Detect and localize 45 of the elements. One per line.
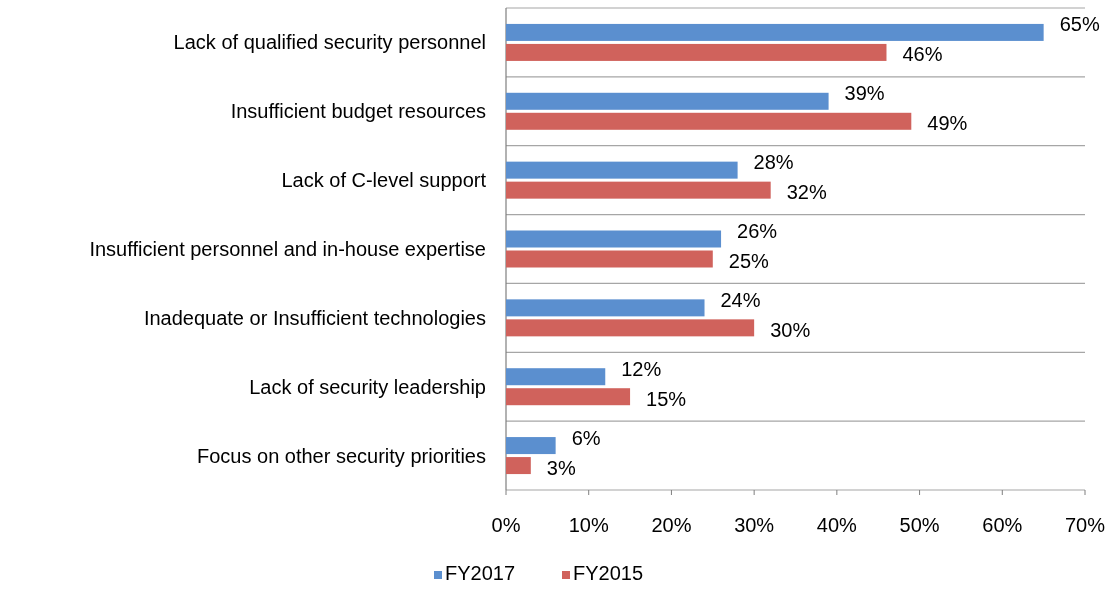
y-tick-label: Focus on other security priorities	[196, 444, 486, 467]
bar	[506, 112, 912, 130]
data-label: 30%	[770, 318, 811, 341]
x-tick-label: 70%	[1064, 514, 1106, 536]
data-label: 28%	[753, 151, 794, 174]
x-tick-label: 60%	[982, 514, 1023, 536]
y-tick-label: Insufficient personnel and in-house expertise	[89, 238, 486, 260]
x-tick-label: 30%	[734, 514, 775, 536]
data-label: 65%	[1059, 13, 1100, 36]
data-label: 39%	[844, 82, 885, 105]
bar	[506, 388, 631, 406]
bar	[506, 230, 722, 248]
bar	[506, 437, 556, 455]
data-label: 24%	[720, 288, 761, 311]
data-label: 12%	[621, 357, 662, 380]
bar	[506, 299, 705, 317]
data-label: 49%	[927, 112, 968, 135]
legend-label: FY2015	[573, 562, 644, 584]
x-tick-label: 10%	[568, 514, 609, 536]
data-label: 25%	[728, 250, 770, 272]
bar	[506, 250, 713, 268]
x-tick-label: 0%	[491, 514, 521, 536]
data-label: 46%	[902, 43, 943, 66]
y-tick-label: Lack of security leadership	[249, 375, 486, 398]
bar	[506, 319, 755, 337]
data-label: 32%	[786, 181, 827, 204]
data-label: 26%	[737, 220, 778, 242]
bar	[506, 368, 606, 386]
bar	[506, 181, 771, 199]
data-label: 3%	[546, 456, 576, 479]
bar	[506, 92, 829, 110]
y-tick-label: Lack of qualified security personnel	[173, 31, 486, 54]
bar	[506, 161, 738, 179]
legend-label: FY2017	[445, 562, 516, 584]
data-label: 6%	[571, 426, 601, 449]
data-label: 15%	[646, 387, 687, 410]
x-tick-label: 40%	[816, 514, 858, 536]
x-tick-label: 20%	[651, 514, 692, 536]
bar	[506, 23, 1044, 41]
y-tick-label: Inadequate or Insufficient technologies	[143, 306, 486, 329]
bar	[506, 43, 887, 61]
bar	[506, 457, 531, 475]
y-tick-label: Lack of C-level support	[281, 169, 487, 192]
y-tick-label: Insufficient budget resources	[230, 100, 486, 123]
x-tick-label: 50%	[899, 514, 940, 536]
